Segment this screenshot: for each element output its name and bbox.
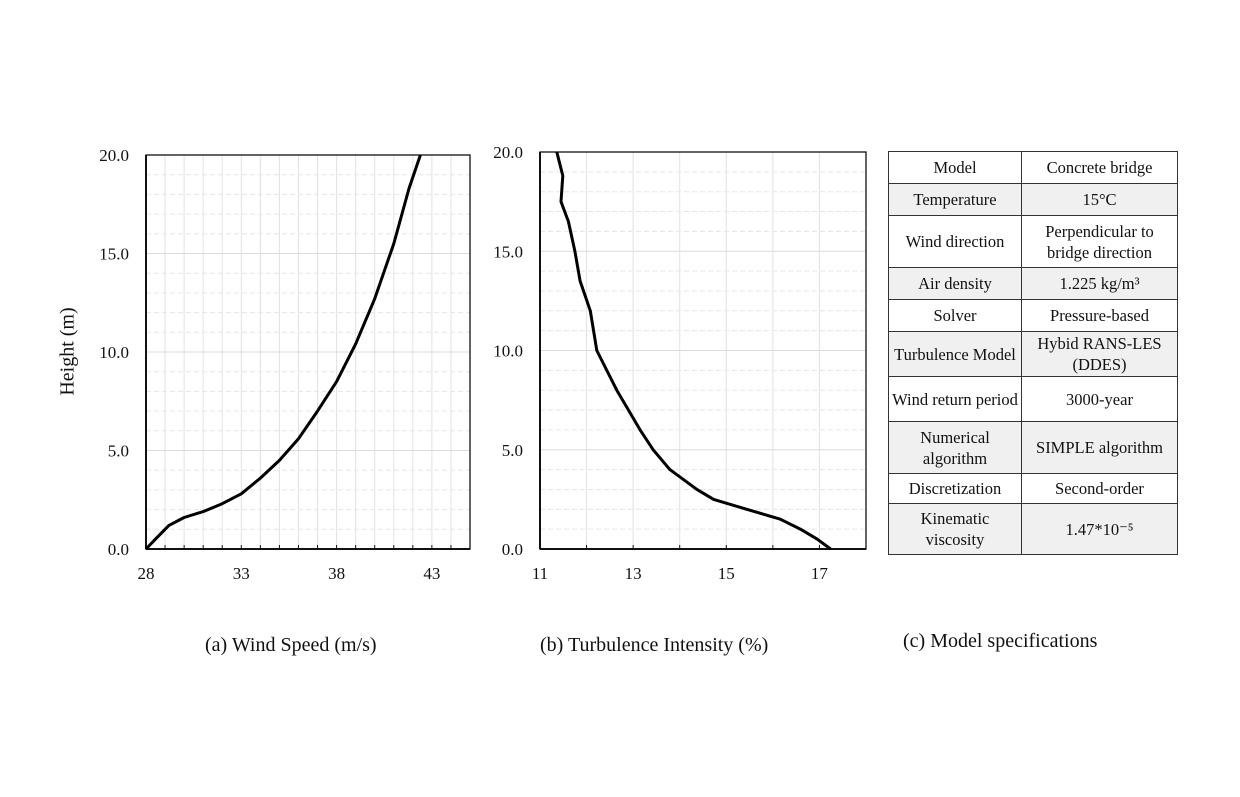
- table-row: Temperature 15°C: [888, 183, 1178, 216]
- table-row: Turbulence Model Hybid RANS-LES (DDES): [888, 331, 1178, 377]
- spec-value: Pressure-based: [1021, 299, 1178, 332]
- x-tick-label: 43: [423, 564, 440, 583]
- x-tick-label: 13: [625, 564, 642, 583]
- y-tick-label: 10.0: [493, 342, 523, 361]
- spec-key: Air density: [888, 267, 1022, 300]
- table-row: Discretization Second-order: [888, 473, 1178, 504]
- spec-key: Wind direction: [888, 215, 1022, 268]
- spec-key: Discretization: [888, 473, 1022, 504]
- caption-a: (a) Wind Speed (m/s): [205, 634, 377, 656]
- x-tick-label: 38: [328, 564, 345, 583]
- table-row: Air density 1.225 kg/m³: [888, 267, 1178, 300]
- y-tick-label: 15.0: [493, 242, 523, 261]
- spec-value: 1.47*10⁻⁵: [1021, 503, 1178, 555]
- spec-key: Solver: [888, 299, 1022, 332]
- table-row: Model Concrete bridge: [888, 151, 1178, 184]
- caption-b: (b) Turbulence Intensity (%): [540, 634, 769, 656]
- spec-key: Numerical algorithm: [888, 421, 1022, 474]
- spec-value: 1.225 kg/m³: [1021, 267, 1178, 300]
- y-tick-label: 10.0: [99, 343, 129, 362]
- x-tick-label: 17: [811, 564, 829, 583]
- y-tick-label: 0.0: [108, 540, 129, 559]
- table-row: Numerical algorithm SIMPLE algorithm: [888, 421, 1178, 474]
- spec-value: 15°C: [1021, 183, 1178, 216]
- y-tick-label: 5.0: [502, 441, 523, 460]
- table-row: Kinematic viscosity 1.47*10⁻⁵: [888, 503, 1178, 555]
- caption-c: (c) Model specifications: [903, 630, 1098, 652]
- table-row: Wind return period 3000-year: [888, 376, 1178, 422]
- y-tick-label: 5.0: [108, 442, 129, 461]
- x-tick-label: 11: [532, 564, 548, 583]
- x-tick-label: 15: [718, 564, 735, 583]
- spec-value: Concrete bridge: [1021, 151, 1178, 184]
- x-tick-label: 28: [138, 564, 155, 583]
- spec-key: Temperature: [888, 183, 1022, 216]
- spec-value: SIMPLE algorithm: [1021, 421, 1178, 474]
- table-row: Wind direction Perpendicular to bridge di…: [888, 215, 1178, 268]
- spec-value: Perpendicular to bridge direction: [1021, 215, 1178, 268]
- series-line: [144, 154, 422, 551]
- spec-key: Kinematic viscosity: [888, 503, 1022, 555]
- series-line: [555, 151, 832, 551]
- model-spec-table: Model Concrete bridge Temperature 15°C Wind …: [888, 151, 1178, 555]
- y-tick-label: 15.0: [99, 245, 129, 264]
- spec-value: 3000-year: [1021, 376, 1178, 422]
- x-tick-label: 33: [233, 564, 250, 583]
- y-tick-label: 20.0: [493, 143, 523, 162]
- y-axis-label: Height (m): [56, 307, 79, 396]
- table-row: Solver Pressure-based: [888, 299, 1178, 332]
- y-tick-label: 0.0: [502, 540, 523, 559]
- spec-value: Second-order: [1021, 473, 1178, 504]
- spec-key: Wind return period: [888, 376, 1022, 422]
- spec-key: Model: [888, 151, 1022, 184]
- spec-value: Hybid RANS-LES (DDES): [1021, 331, 1178, 377]
- y-tick-label: 20.0: [99, 146, 129, 165]
- spec-key: Turbulence Model: [888, 331, 1022, 377]
